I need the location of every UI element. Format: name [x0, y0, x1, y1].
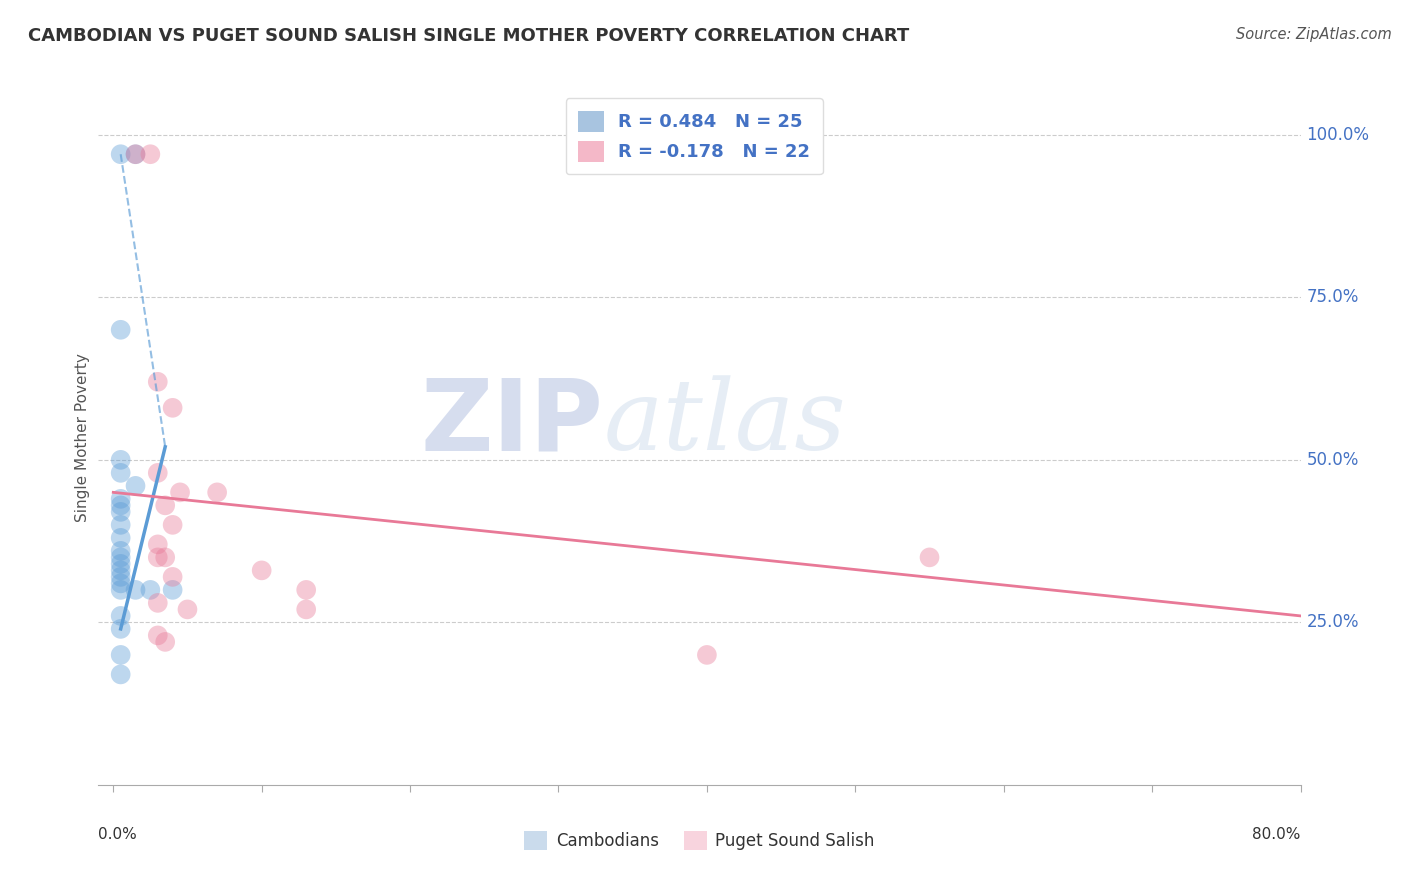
Point [110, 622, 132, 636]
Point [110, 544, 132, 558]
Point [110, 453, 132, 467]
Point [155, 499, 177, 513]
Point [146, 550, 169, 565]
Point [295, 582, 318, 597]
Point [110, 608, 132, 623]
Point [918, 550, 941, 565]
Point [146, 466, 169, 480]
Point [205, 485, 228, 500]
Point [110, 499, 132, 513]
Point [146, 537, 169, 551]
Point [146, 596, 169, 610]
Text: atlas: atlas [603, 376, 846, 471]
Point [110, 517, 132, 532]
Point [696, 648, 718, 662]
Point [110, 491, 132, 506]
Point [295, 602, 318, 616]
Point [110, 147, 132, 161]
Text: CAMBODIAN VS PUGET SOUND SALISH SINGLE MOTHER POVERTY CORRELATION CHART: CAMBODIAN VS PUGET SOUND SALISH SINGLE M… [28, 27, 910, 45]
Text: 100.0%: 100.0% [1306, 126, 1369, 144]
Text: ZIP: ZIP [420, 375, 603, 472]
Point [124, 479, 146, 493]
Point [162, 570, 184, 584]
Point [110, 557, 132, 571]
Point [110, 323, 132, 337]
Text: 75.0%: 75.0% [1306, 288, 1360, 306]
Legend: Cambodians, Puget Sound Salish: Cambodians, Puget Sound Salish [517, 824, 882, 856]
Text: 80.0%: 80.0% [1253, 827, 1301, 842]
Point [110, 505, 132, 519]
Point [162, 582, 184, 597]
Point [124, 582, 146, 597]
Point [139, 147, 162, 161]
Point [110, 582, 132, 597]
Point [162, 401, 184, 415]
Point [110, 576, 132, 591]
Point [155, 550, 177, 565]
Text: 0.0%: 0.0% [98, 827, 138, 842]
Y-axis label: Single Mother Poverty: Single Mother Poverty [75, 352, 90, 522]
Point [124, 147, 146, 161]
Point [162, 517, 184, 532]
Point [110, 531, 132, 545]
Point [169, 485, 191, 500]
Point [124, 147, 146, 161]
Text: Source: ZipAtlas.com: Source: ZipAtlas.com [1236, 27, 1392, 42]
Point [110, 466, 132, 480]
Point [250, 563, 273, 577]
Text: 25.0%: 25.0% [1306, 614, 1360, 632]
Point [176, 602, 198, 616]
Point [146, 628, 169, 642]
Point [110, 667, 132, 681]
Point [146, 375, 169, 389]
Point [110, 570, 132, 584]
Text: 50.0%: 50.0% [1306, 450, 1360, 469]
Point [110, 563, 132, 577]
Point [139, 582, 162, 597]
Point [155, 635, 177, 649]
Point [110, 648, 132, 662]
Point [110, 550, 132, 565]
